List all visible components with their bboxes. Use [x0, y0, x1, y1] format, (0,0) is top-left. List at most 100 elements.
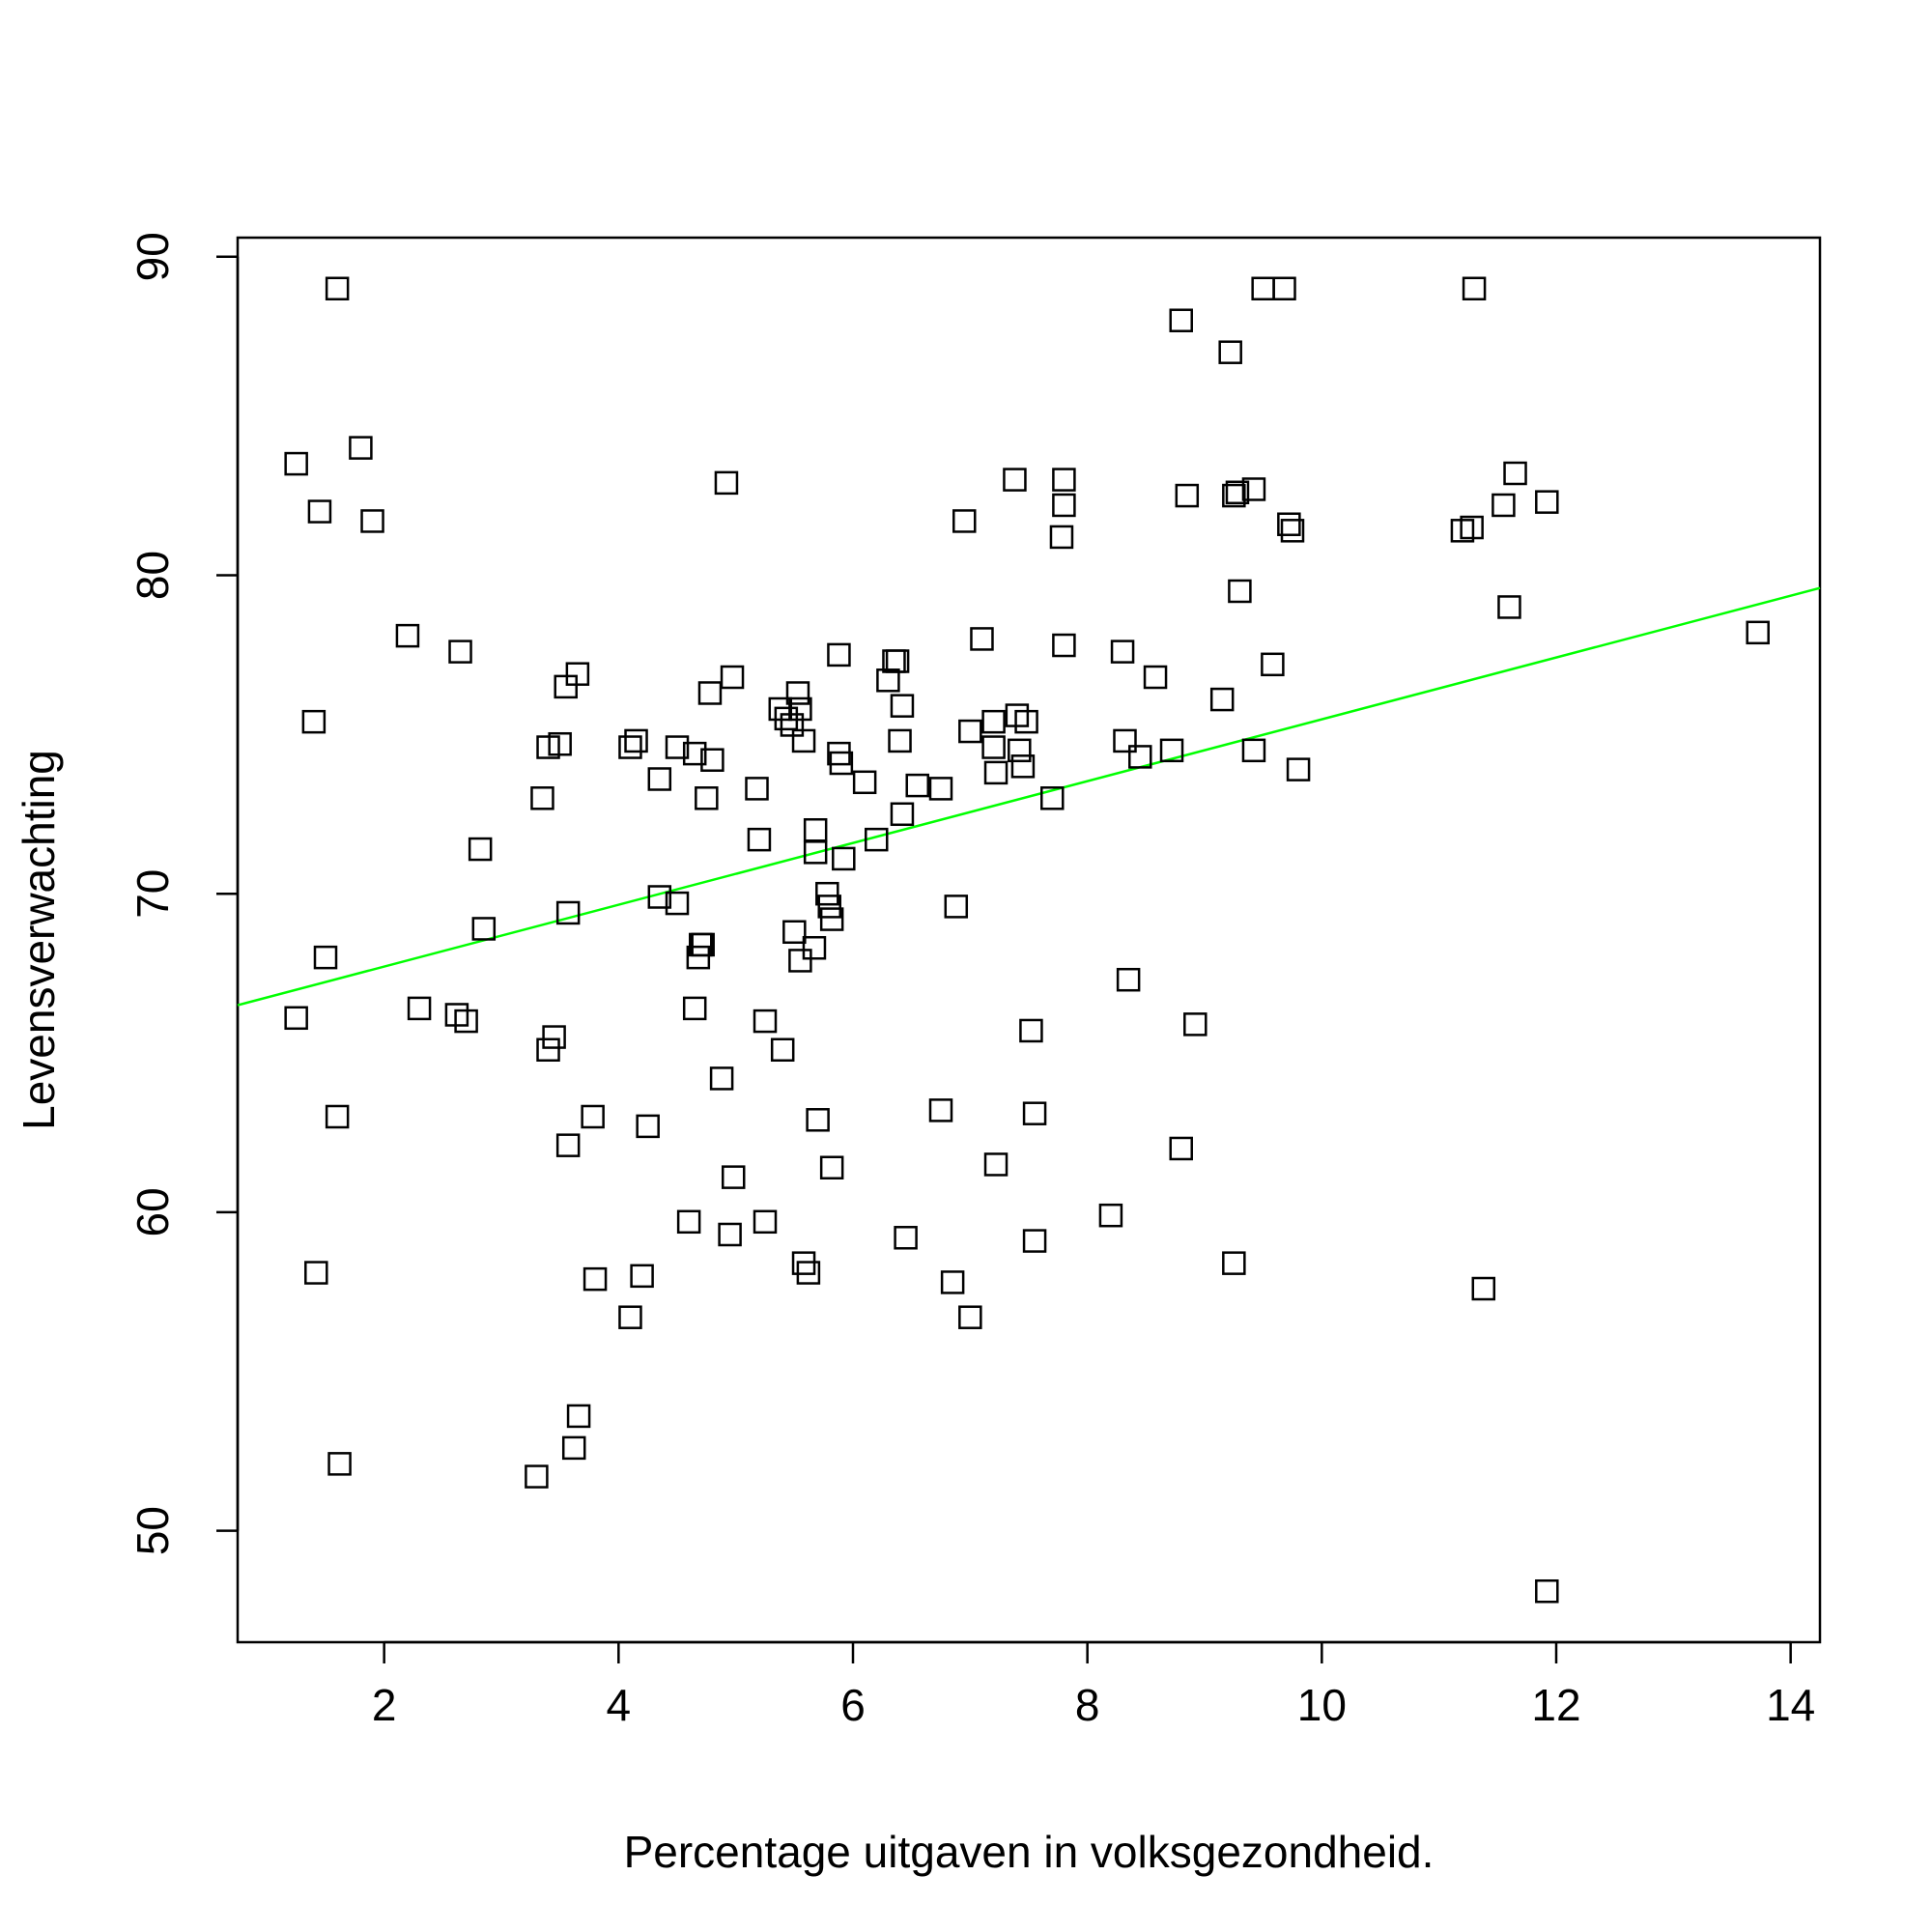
data-point [1008, 738, 1032, 763]
data-point [815, 881, 839, 906]
data-point [1014, 709, 1038, 734]
data-point [1471, 1276, 1496, 1301]
data-point [1241, 738, 1266, 763]
data-point [525, 1464, 549, 1489]
x-tick-label: 10 [1297, 1680, 1347, 1730]
data-point [958, 1305, 982, 1329]
data-point [395, 623, 420, 648]
data-point [647, 767, 672, 791]
data-point [753, 1009, 778, 1034]
y-tick-label: 80 [128, 551, 178, 600]
data-point [832, 846, 856, 871]
x-tick-label: 2 [372, 1680, 397, 1730]
data-point [1175, 483, 1200, 508]
x-axis: 2 4 6 8 10 12 14 [372, 1640, 1815, 1730]
data-point [1450, 519, 1475, 543]
data-point [1272, 276, 1296, 301]
data-point [1110, 639, 1135, 664]
data-point [1228, 579, 1252, 604]
data-point [284, 451, 308, 476]
data-point [448, 639, 472, 664]
data-point [624, 728, 648, 753]
data-point [1497, 595, 1521, 619]
data-point [581, 1104, 605, 1129]
data-point [630, 1264, 654, 1289]
data-point [1225, 480, 1250, 505]
data-point [536, 1037, 560, 1062]
data-point [753, 1209, 778, 1235]
data-point [676, 1209, 701, 1235]
y-tick-label: 90 [128, 232, 178, 281]
y-tick-label: 60 [128, 1187, 178, 1236]
data-point [890, 802, 915, 827]
data-point [1116, 967, 1141, 992]
y-tick-label: 70 [128, 869, 178, 919]
data-point [284, 1006, 308, 1031]
data-point [791, 728, 816, 753]
data-point [1218, 340, 1242, 364]
y-tick-label: 50 [128, 1506, 178, 1555]
data-point [682, 741, 707, 766]
data-point [718, 1222, 742, 1247]
data-point [905, 773, 929, 798]
data-point [555, 900, 581, 925]
data-point [1128, 745, 1152, 769]
y-axis-label: Levensverwachting [14, 750, 64, 1130]
data-point [349, 436, 373, 460]
data-point [566, 1404, 591, 1429]
data-point [697, 681, 723, 705]
data-point [940, 1270, 965, 1294]
data-point [745, 777, 769, 801]
data-point [1040, 786, 1065, 810]
data-point [981, 709, 1006, 734]
data-point [444, 1003, 469, 1027]
data-point [890, 694, 915, 718]
data-point [468, 837, 493, 862]
data-point [803, 840, 828, 865]
data-point [1169, 308, 1193, 332]
data-point [454, 1009, 478, 1034]
data-point [1022, 1229, 1047, 1253]
data-point [636, 1114, 660, 1139]
data-point [1251, 276, 1275, 301]
data-point [1098, 1203, 1123, 1228]
data-point [1460, 515, 1484, 540]
data-point [1277, 512, 1301, 536]
data-point [1222, 483, 1246, 508]
data-point [782, 920, 807, 945]
data-point [852, 770, 877, 795]
data-points [284, 276, 1770, 1604]
x-tick-label: 4 [607, 1680, 632, 1730]
data-point [686, 945, 711, 970]
data-point [1010, 754, 1036, 779]
x-tick-label: 8 [1075, 1680, 1100, 1730]
data-point [865, 827, 889, 852]
data-point [471, 917, 497, 941]
data-point [1022, 1101, 1047, 1125]
y-axis: 50 60 70 80 90 [128, 232, 240, 1555]
data-point [721, 1165, 746, 1189]
data-point [561, 1435, 586, 1461]
data-point [1049, 525, 1074, 550]
data-point [928, 777, 953, 801]
data-point [700, 748, 724, 772]
x-tick-label: 12 [1531, 1680, 1580, 1730]
data-point [1159, 738, 1184, 763]
data-point [682, 996, 707, 1021]
data-point [582, 1266, 608, 1292]
data-point [885, 649, 910, 673]
data-point [981, 735, 1006, 759]
data-point [1005, 703, 1030, 727]
data-point [1261, 652, 1285, 677]
data-point [1169, 1136, 1193, 1161]
data-point [952, 509, 977, 533]
data-point [788, 949, 812, 973]
data-point [1241, 477, 1266, 501]
data-point [819, 907, 844, 931]
data-point [665, 735, 690, 759]
data-point [1052, 633, 1076, 658]
data-point [1503, 461, 1527, 486]
data-point [360, 509, 384, 533]
data-point [542, 1025, 566, 1049]
data-point [817, 895, 841, 919]
